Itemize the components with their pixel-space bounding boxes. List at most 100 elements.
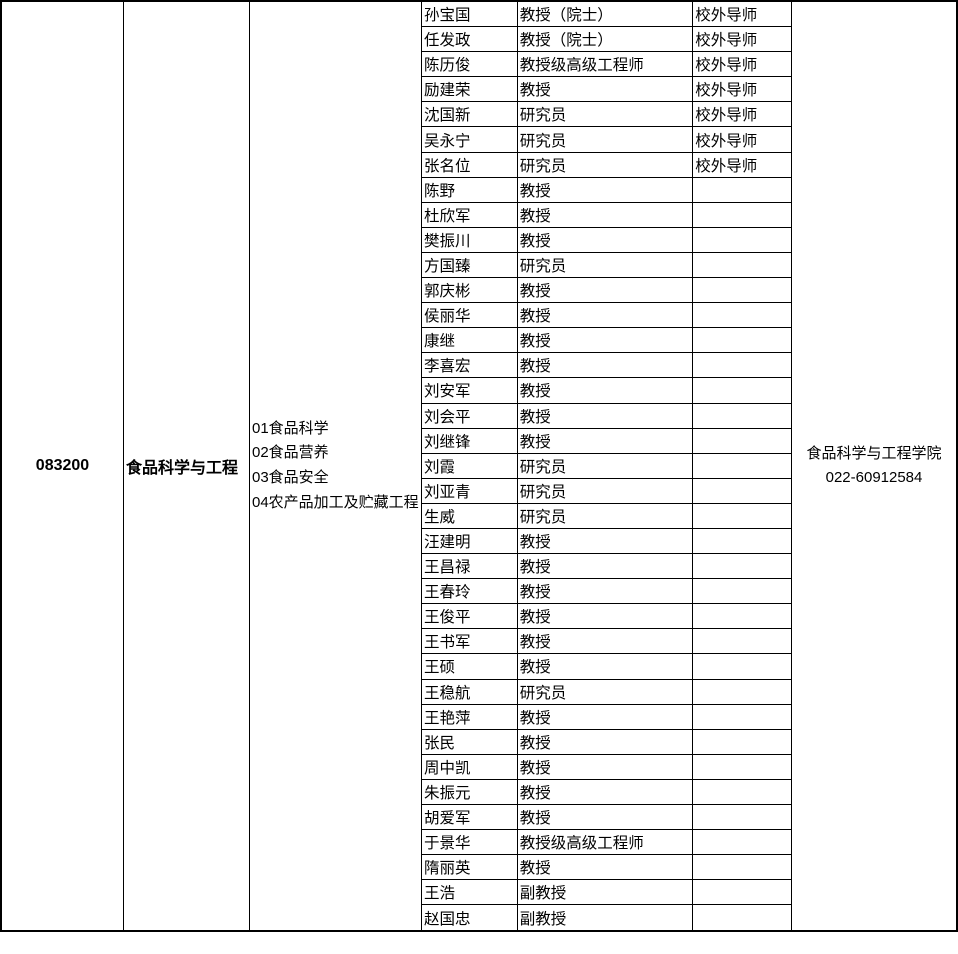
advisor-type (693, 579, 791, 603)
advisor-name: 生威 (422, 504, 518, 528)
table-row: 张名位研究员校外导师 (422, 153, 791, 178)
advisor-title: 研究员 (518, 479, 694, 503)
advisor-name: 郭庆彬 (422, 278, 518, 302)
advisor-name: 张名位 (422, 153, 518, 177)
advisor-title: 研究员 (518, 127, 694, 151)
advisor-title: 教授 (518, 629, 694, 653)
advisor-type (693, 554, 791, 578)
advisor-name: 陈野 (422, 178, 518, 202)
table-row: 赵国忠副教授 (422, 905, 791, 930)
advisor-title: 教授 (518, 429, 694, 453)
advisor-title: 教授 (518, 705, 694, 729)
table-row: 王俊平教授 (422, 604, 791, 629)
column-major: 食品科学与工程 (124, 2, 250, 930)
advisor-title: 研究员 (518, 253, 694, 277)
advisor-type (693, 479, 791, 503)
table-row: 任发政教授（院士）校外导师 (422, 27, 791, 52)
table-row: 刘亚青研究员 (422, 479, 791, 504)
advisor-name: 刘亚青 (422, 479, 518, 503)
advisor-title: 教授 (518, 604, 694, 628)
advisor-name: 周中凯 (422, 755, 518, 779)
advisor-type (693, 830, 791, 854)
advisor-type (693, 228, 791, 252)
table-row: 胡爱军教授 (422, 805, 791, 830)
major-name: 食品科学与工程 (124, 454, 238, 478)
advisor-type (693, 755, 791, 779)
table-row: 陈历俊教授级高级工程师校外导师 (422, 52, 791, 77)
table-row: 王书军教授 (422, 629, 791, 654)
advisor-title: 教授 (518, 278, 694, 302)
advisor-type (693, 730, 791, 754)
table-row: 励建荣教授校外导师 (422, 77, 791, 102)
advisor-title: 教授 (518, 353, 694, 377)
table-row: 沈国新研究员校外导师 (422, 102, 791, 127)
advisor-name: 王艳萍 (422, 705, 518, 729)
table-row: 吴永宁研究员校外导师 (422, 127, 791, 152)
advisor-title: 副教授 (518, 905, 694, 930)
advisor-name: 康继 (422, 328, 518, 352)
advisor-type (693, 404, 791, 428)
table-row: 王昌禄教授 (422, 554, 791, 579)
advisor-title: 研究员 (518, 153, 694, 177)
advisor-name: 王稳航 (422, 680, 518, 704)
table-row: 隋丽英教授 (422, 855, 791, 880)
table-row: 刘霞研究员 (422, 454, 791, 479)
advisor-name: 王浩 (422, 880, 518, 904)
table-row: 王稳航研究员 (422, 680, 791, 705)
advisor-name: 汪建明 (422, 529, 518, 553)
table-row: 王硕教授 (422, 654, 791, 679)
advisor-name: 任发政 (422, 27, 518, 51)
advisor-type: 校外导师 (693, 2, 791, 26)
advisor-name: 张民 (422, 730, 518, 754)
advisor-type (693, 328, 791, 352)
table-row: 康继教授 (422, 328, 791, 353)
advisor-type (693, 805, 791, 829)
table-row: 李喜宏教授 (422, 353, 791, 378)
directions-block: 01食品科学 02食品营养 03食品安全 04农产品加工及贮藏工程 (252, 417, 419, 516)
table-row: 方国臻研究员 (422, 253, 791, 278)
advisor-type (693, 529, 791, 553)
table-row: 王春玲教授 (422, 579, 791, 604)
advisor-title: 教授 (518, 228, 694, 252)
advisor-title: 教授 (518, 328, 694, 352)
advisor-title: 教授 (518, 178, 694, 202)
advisor-name: 吴永宁 (422, 127, 518, 151)
advisor-title: 教授（院士） (518, 27, 694, 51)
advisor-title: 研究员 (518, 102, 694, 126)
advisor-title: 教授 (518, 77, 694, 101)
advisor-title: 教授 (518, 755, 694, 779)
advisor-name: 刘会平 (422, 404, 518, 428)
advisor-type (693, 504, 791, 528)
advisor-name: 刘继锋 (422, 429, 518, 453)
advisor-name: 杜欣军 (422, 203, 518, 227)
advisor-type (693, 378, 791, 402)
direction-item: 03食品安全 (252, 466, 419, 491)
advisor-name: 方国臻 (422, 253, 518, 277)
advisor-title: 教授 (518, 303, 694, 327)
advisor-title: 教授 (518, 780, 694, 804)
advisor-type (693, 705, 791, 729)
advisor-title: 研究员 (518, 680, 694, 704)
major-code: 083200 (36, 457, 89, 475)
advisor-title: 研究员 (518, 504, 694, 528)
advisor-type (693, 855, 791, 879)
advisor-name: 赵国忠 (422, 905, 518, 930)
advisor-name: 李喜宏 (422, 353, 518, 377)
advisor-title: 教授 (518, 579, 694, 603)
advisor-name: 王俊平 (422, 604, 518, 628)
advisor-name: 沈国新 (422, 102, 518, 126)
advisor-type: 校外导师 (693, 77, 791, 101)
advisor-type (693, 654, 791, 678)
advisor-title: 教授（院士） (518, 2, 694, 26)
advisor-title: 教授 (518, 805, 694, 829)
advisor-type: 校外导师 (693, 27, 791, 51)
advisor-type (693, 680, 791, 704)
advisor-name: 王春玲 (422, 579, 518, 603)
table-row: 郭庆彬教授 (422, 278, 791, 303)
table-row: 樊振川教授 (422, 228, 791, 253)
table-row: 王浩副教授 (422, 880, 791, 905)
advisor-type: 校外导师 (693, 127, 791, 151)
table-row: 陈野教授 (422, 178, 791, 203)
table-row: 周中凯教授 (422, 755, 791, 780)
advisor-title: 教授 (518, 203, 694, 227)
